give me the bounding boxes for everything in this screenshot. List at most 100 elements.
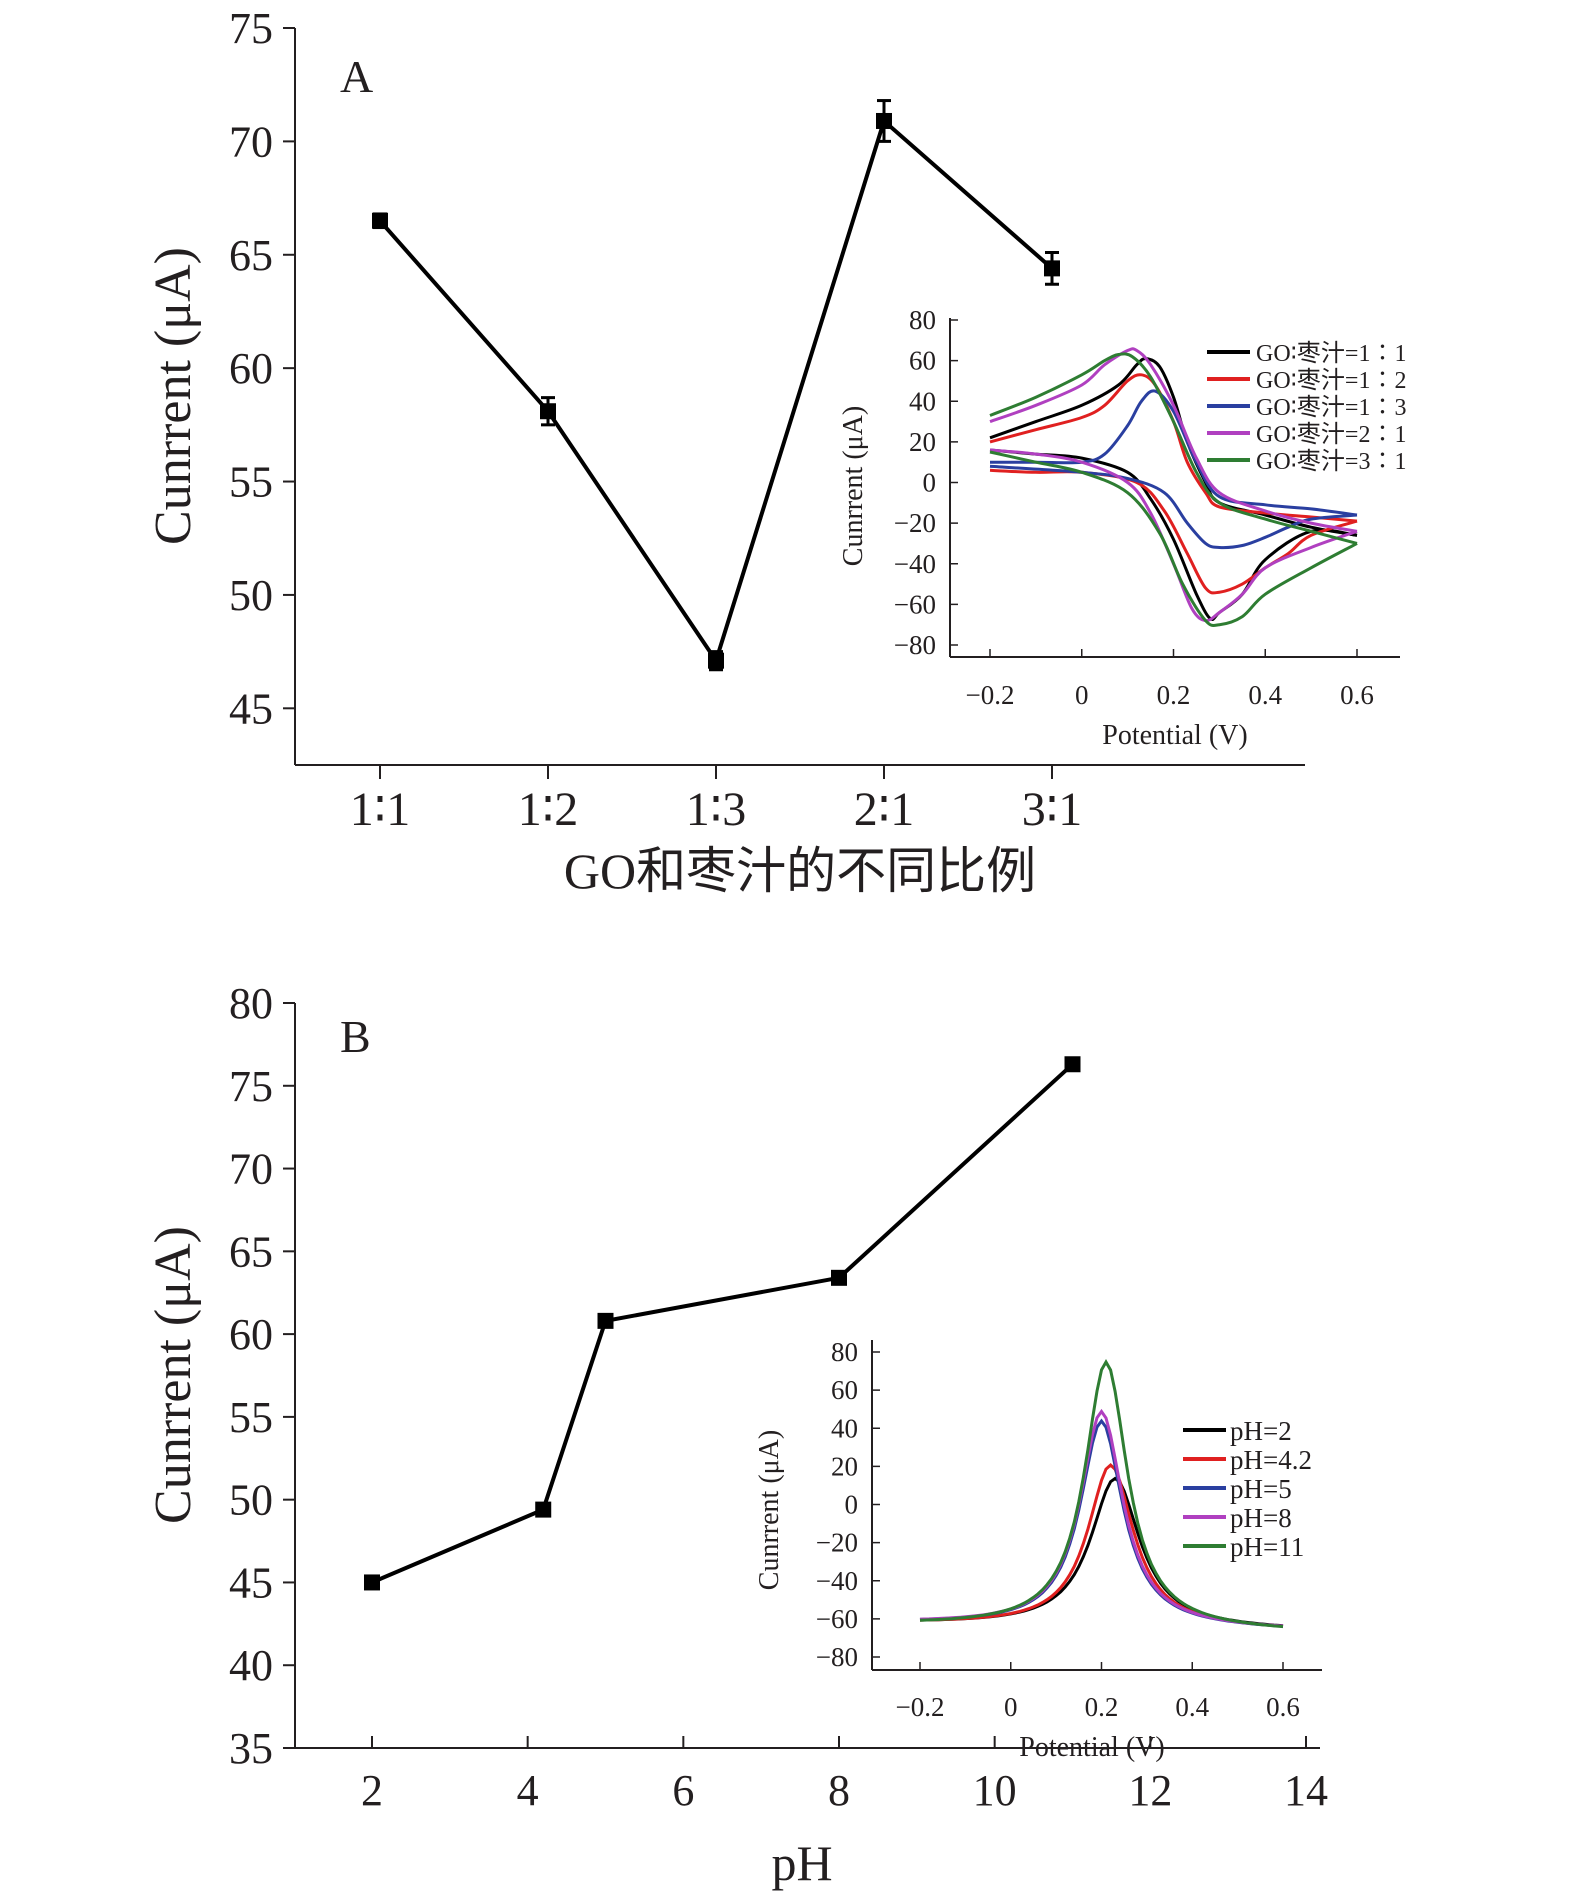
panel-a-data-point bbox=[876, 112, 892, 129]
inset-b-y-tick-label: 0 bbox=[845, 1490, 859, 1520]
inset-a-y-tick-label: −20 bbox=[894, 508, 936, 538]
inset-b-y-tick-label: −20 bbox=[816, 1528, 858, 1558]
inset-a-y-tick-label: 80 bbox=[909, 305, 936, 335]
inset-b-series-line bbox=[919, 1418, 1284, 1628]
panel-b-x-tick-label: 12 bbox=[1128, 1766, 1172, 1815]
inset-b-x-tick-label: 0.6 bbox=[1266, 1692, 1300, 1722]
panel-a-label: A bbox=[340, 51, 373, 102]
inset-b-y-tick-label: −60 bbox=[816, 1604, 858, 1634]
inset-b-y-tick-label: 40 bbox=[831, 1413, 858, 1443]
panel-b-x-axis-title: pH bbox=[771, 1835, 832, 1891]
inset-a-y-tick-label: 60 bbox=[909, 346, 936, 376]
inset-a-y-tick-label: 40 bbox=[909, 386, 936, 416]
panel-b-inset-chart: 80 60 40 20 0 −20 −40 −60 −80 −0.2 0 0.2 0.4 0.6 Poten… bbox=[754, 1337, 1322, 1763]
panel-a-y-tick-label: 70 bbox=[229, 117, 273, 166]
panel-b-data-point bbox=[597, 1312, 614, 1329]
inset-b-x-axis-title: Potential (V) bbox=[1019, 1732, 1164, 1763]
inset-b-y-tick-label: 80 bbox=[831, 1337, 858, 1367]
inset-a-x-tick-label: 0.6 bbox=[1340, 680, 1374, 710]
inset-a-x-tick-label: 0 bbox=[1075, 680, 1089, 710]
inset-b-y-tick-label: −80 bbox=[816, 1642, 858, 1672]
panel-b-y-tick-label: 40 bbox=[229, 1641, 273, 1690]
panel-b-series-line bbox=[371, 1062, 1074, 1585]
panel-b-y-axis-title: Cunrrent (μA) bbox=[145, 1226, 202, 1524]
panel-a-x-tick-label: 1∶2 bbox=[518, 783, 579, 836]
inset-b-legend-label: pH=5 bbox=[1230, 1474, 1292, 1504]
panel-b-y-tick-label: 70 bbox=[229, 1145, 273, 1194]
inset-b-x-tick-label: 0.4 bbox=[1175, 1692, 1209, 1722]
inset-b-legend-label: pH=8 bbox=[1230, 1503, 1292, 1533]
panel-b-x-tick-label: 2 bbox=[361, 1766, 383, 1815]
inset-a-x-tick-label: 0.4 bbox=[1248, 680, 1282, 710]
inset-a-y-axis-title: Cunrrent (μA) bbox=[838, 406, 869, 566]
inset-a-legend-label: GO∶枣汁=1∶3 bbox=[1256, 394, 1406, 421]
panel-b-x-tick-label: 14 bbox=[1284, 1766, 1328, 1815]
panel-a-x-tick-label: 1∶1 bbox=[350, 783, 411, 836]
panel-b-x-tick-label: 6 bbox=[672, 1766, 694, 1815]
panel-b-chart: 35 40 45 50 55 60 65 70 75 80 2 4 6 8 10 12 14 pH Cunrrent… bbox=[145, 979, 1328, 1891]
inset-a-x-tick-label: −0.2 bbox=[966, 680, 1015, 710]
inset-b-legend-label: pH=4.2 bbox=[1230, 1445, 1312, 1475]
inset-b-y-tick-label: 60 bbox=[831, 1375, 858, 1405]
inset-b-y-axis-title: Cunrrent (μA) bbox=[754, 1430, 785, 1590]
panel-b-y-tick-label: 50 bbox=[229, 1476, 273, 1525]
inset-b-legend-label: pH=11 bbox=[1230, 1532, 1304, 1562]
inset-a-y-tick-label: 0 bbox=[923, 468, 937, 498]
panel-a-data-point bbox=[1044, 260, 1060, 277]
inset-a-legend-label: GO∶枣汁=1∶1 bbox=[1256, 340, 1406, 367]
panel-b-data-point bbox=[1064, 1056, 1081, 1073]
panel-b-y-tick-label: 75 bbox=[229, 1062, 273, 1111]
panel-a-y-tick-label: 55 bbox=[229, 458, 273, 507]
panel-a-data-point bbox=[708, 652, 724, 669]
panel-b-data-point bbox=[831, 1269, 847, 1286]
panel-a-y-tick-label: 50 bbox=[229, 571, 273, 620]
inset-a-y-tick-label: 20 bbox=[909, 427, 936, 457]
panel-a-x-tick-label: 3∶1 bbox=[1022, 783, 1083, 836]
panel-a-y-tick-label: 45 bbox=[229, 684, 273, 733]
inset-b-series-line bbox=[919, 1358, 1284, 1629]
panel-a-y-tick-label: 65 bbox=[229, 231, 273, 280]
inset-a-series-reverse-scan bbox=[989, 468, 1358, 595]
inset-b-y-tick-label: −40 bbox=[816, 1566, 858, 1596]
inset-a-legend-label: GO∶枣汁=1∶2 bbox=[1256, 367, 1406, 394]
inset-b-y-tick-label: 20 bbox=[831, 1451, 858, 1481]
panel-a-data-point bbox=[540, 403, 556, 420]
panel-b-y-tick-label: 80 bbox=[229, 979, 273, 1028]
panel-a-y-tick-label: 75 bbox=[229, 4, 273, 53]
panel-a-y-tick-label: 60 bbox=[229, 344, 273, 393]
inset-a-series-reverse-scan bbox=[989, 450, 1358, 628]
inset-a-x-tick-label: 0.2 bbox=[1157, 680, 1191, 710]
panel-a-x-tick-label: 2∶1 bbox=[854, 783, 915, 836]
inset-a-legend-label: GO∶枣汁=2∶1 bbox=[1256, 421, 1406, 448]
panel-a-inset-chart: 80 60 40 20 0 −20 −40 −60 −80 −0.2 0 0.2 0.4 0.6 Poten… bbox=[838, 305, 1406, 751]
panel-a-x-tick-label: 1∶3 bbox=[686, 783, 747, 836]
panel-a-x-axis-title: GO和枣汁的不同比例 bbox=[564, 843, 1036, 899]
inset-b-series-line bbox=[919, 1408, 1284, 1628]
panel-b-x-tick-label: 4 bbox=[517, 1766, 539, 1815]
panel-b-data-point bbox=[364, 1574, 380, 1591]
inset-a-series-reverse-scan bbox=[989, 448, 1358, 621]
panel-b-data-point bbox=[535, 1501, 552, 1518]
inset-a-series-forward-scan bbox=[989, 347, 1358, 533]
inset-b-x-tick-label: 0.2 bbox=[1085, 1692, 1119, 1722]
panel-b-x-tick-label: 8 bbox=[828, 1766, 850, 1815]
panel-b-y-tick-label: 55 bbox=[229, 1393, 273, 1442]
panel-a-data-point bbox=[372, 212, 388, 229]
inset-a-x-axis-title: Potential (V) bbox=[1102, 720, 1247, 751]
inset-a-series-forward-scan bbox=[989, 352, 1358, 545]
panel-a-series-line bbox=[378, 117, 1054, 666]
panel-b-label: B bbox=[340, 1011, 371, 1062]
inset-b-x-tick-label: 0 bbox=[1004, 1692, 1018, 1722]
panel-a-y-axis-title: Cunrrent (μA) bbox=[145, 247, 202, 545]
inset-b-series-line bbox=[919, 1476, 1284, 1628]
inset-a-legend-label: GO∶枣汁=3∶1 bbox=[1256, 448, 1406, 475]
panel-b-x-tick-label: 10 bbox=[973, 1766, 1017, 1815]
inset-a-y-tick-label: −40 bbox=[894, 549, 936, 579]
inset-b-x-tick-label: −0.2 bbox=[896, 1692, 945, 1722]
inset-a-y-tick-label: −60 bbox=[894, 589, 936, 619]
panel-b-y-tick-label: 35 bbox=[229, 1724, 273, 1773]
inset-b-legend-label: pH=2 bbox=[1230, 1416, 1292, 1446]
inset-a-series-reverse-scan bbox=[989, 448, 1358, 623]
panel-b-y-tick-label: 65 bbox=[229, 1227, 273, 1276]
